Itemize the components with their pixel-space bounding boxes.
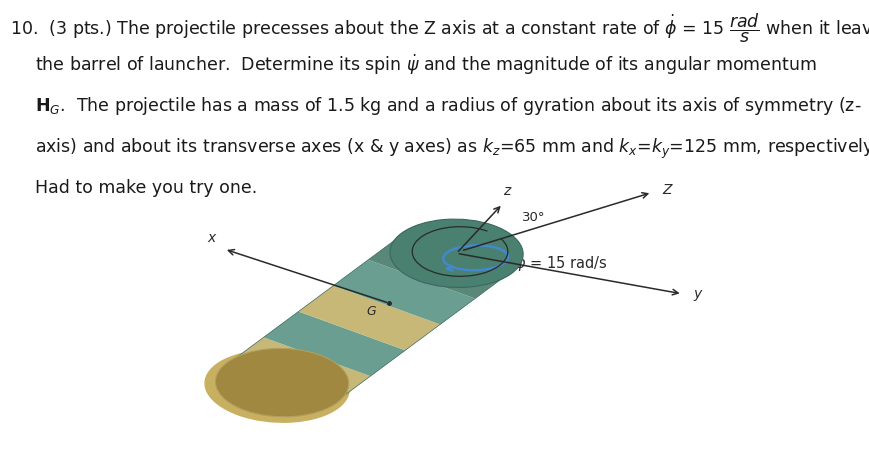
Ellipse shape <box>390 219 523 287</box>
Text: x: x <box>207 230 216 244</box>
Polygon shape <box>229 337 370 402</box>
Text: $\dot{\phi}$ = 15 rad/s: $\dot{\phi}$ = 15 rad/s <box>514 250 607 274</box>
Text: z: z <box>503 184 511 198</box>
Text: y: y <box>693 287 701 301</box>
Ellipse shape <box>204 350 350 423</box>
Text: 10.  (3 pts.) The projectile precesses about the Z axis at a constant rate of $\: 10. (3 pts.) The projectile precesses ab… <box>10 11 869 45</box>
Polygon shape <box>298 285 441 350</box>
Text: Z: Z <box>662 183 672 197</box>
Text: 30°: 30° <box>521 211 545 224</box>
Polygon shape <box>403 229 510 273</box>
Text: $\mathbf{H}_G$.  The projectile has a mass of 1.5 kg and a radius of gyration ab: $\mathbf{H}_G$. The projectile has a mas… <box>35 95 861 117</box>
Text: the barrel of launcher.  Determine its spin $\dot{\psi}$ and the magnitude of it: the barrel of launcher. Determine its sp… <box>35 53 817 78</box>
Text: Had to make you try one.: Had to make you try one. <box>35 179 257 197</box>
Polygon shape <box>368 234 510 299</box>
Text: G: G <box>367 305 376 318</box>
Polygon shape <box>263 312 405 376</box>
Polygon shape <box>334 260 475 324</box>
Ellipse shape <box>216 349 348 417</box>
Text: axis) and about its transverse axes (x & y axes) as $k_z$=65 mm and $k_x$=$k_y$=: axis) and about its transverse axes (x &… <box>35 137 869 161</box>
